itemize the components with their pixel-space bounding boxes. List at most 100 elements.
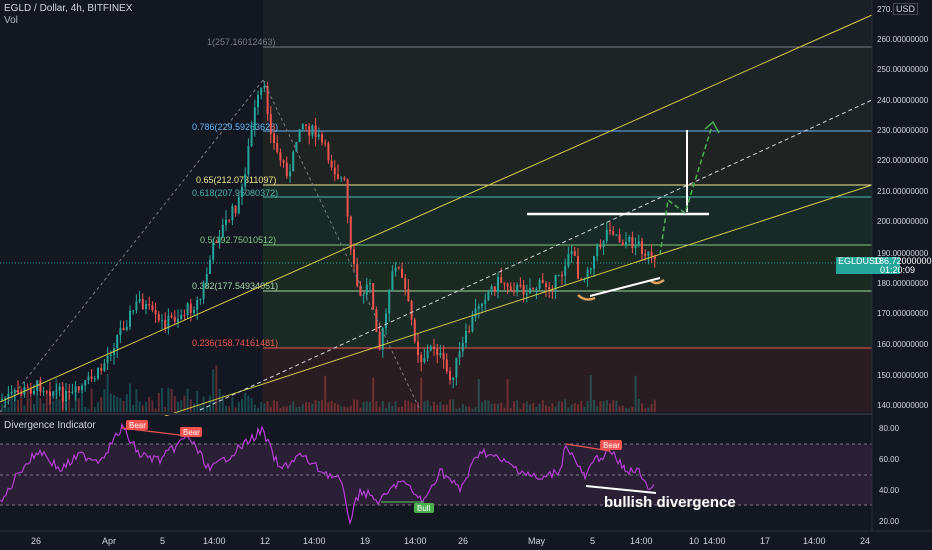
candle-body <box>564 266 567 276</box>
candle-body <box>122 327 125 330</box>
volume-bar <box>573 403 576 412</box>
volume-bar <box>378 406 381 412</box>
volume-bar <box>39 398 42 412</box>
candle-body <box>81 385 83 391</box>
volume-bar <box>522 403 525 412</box>
volume-bar <box>541 400 544 412</box>
low-curve-1 <box>577 294 596 301</box>
volume-bar <box>125 394 128 412</box>
candle-body <box>225 219 227 225</box>
volume-bar <box>202 396 205 412</box>
candle-body <box>484 300 487 304</box>
candle-body <box>77 386 80 391</box>
volume-bar <box>151 400 154 412</box>
candle-body <box>116 335 119 349</box>
time-label-12: 12 <box>260 536 270 546</box>
candle-body <box>125 326 128 330</box>
fib-label-0618: 0.618(207.95080372) <box>192 188 278 198</box>
volume-bar <box>266 401 269 412</box>
price-axis-label-200: 200.00000000 <box>877 217 929 226</box>
candle-body <box>529 288 531 294</box>
candle-body <box>129 310 131 327</box>
volume-bar <box>609 403 611 412</box>
volume-bar <box>593 399 595 412</box>
candle-body <box>141 299 144 310</box>
fib-label-0382: 0.382(177.54934051) <box>192 281 278 291</box>
volume-bar <box>317 401 320 412</box>
volume-bar <box>122 400 125 412</box>
volume-bar <box>647 407 650 412</box>
candle-body <box>266 85 269 114</box>
candle-body <box>404 277 407 289</box>
volume-bar <box>199 405 202 412</box>
time-label-19: 19 <box>360 536 370 546</box>
volume-bar <box>359 407 362 412</box>
volume-bar <box>164 407 167 412</box>
symbol-title[interactable]: EGLD / Dollar, 4h, BITFINEX <box>4 3 133 14</box>
volume-bar <box>205 406 208 412</box>
candle-body <box>442 353 445 360</box>
fib-swing-lines <box>0 79 421 413</box>
time-label-26b: 26 <box>458 536 468 546</box>
candle-body <box>292 151 295 172</box>
volume-bar <box>263 403 266 412</box>
candle-body <box>170 315 173 318</box>
volume-bar <box>372 377 375 412</box>
volume-bar <box>311 403 314 412</box>
volume-bar <box>388 402 391 412</box>
time-label-24: 24 <box>860 536 870 546</box>
candle-body <box>609 229 611 232</box>
currency-button[interactable]: USD <box>893 3 919 15</box>
fib-zone-6 <box>263 348 872 412</box>
price-axis-labels: 270.0 260.00000000 250.00000000 240.0000… <box>877 5 929 526</box>
candle-body <box>653 256 656 260</box>
candle-body <box>605 229 608 242</box>
candle-body <box>650 251 653 257</box>
candle-body <box>157 314 160 321</box>
candle-body <box>554 274 557 290</box>
volume-bar <box>362 401 365 412</box>
volume-bar <box>26 388 29 412</box>
volume-bar <box>231 397 234 412</box>
volume-bar <box>381 400 384 412</box>
volume-bar <box>621 405 624 412</box>
current-price-value: 186.72000000 <box>874 256 932 266</box>
volume-bar <box>580 400 583 412</box>
fib-label-05: 0.5(192.75010512) <box>200 235 276 245</box>
candle-body <box>647 251 650 256</box>
candle-body <box>452 377 455 380</box>
volume-bar <box>106 373 109 412</box>
volume-bar <box>554 406 557 412</box>
candle-body <box>509 286 512 291</box>
candle-body <box>407 288 410 301</box>
time-axis[interactable] <box>0 531 932 550</box>
time-label-5b: 5 <box>590 536 595 546</box>
volume-bar <box>548 406 551 412</box>
candle-body <box>500 277 503 283</box>
candle-body <box>42 391 45 393</box>
candle-body <box>388 290 391 314</box>
volume-bar <box>1 403 3 412</box>
volume-bar <box>141 405 144 412</box>
volume-bar <box>346 407 349 412</box>
candle-body <box>250 129 253 147</box>
indicator-title[interactable]: Divergence Indicator <box>4 420 96 431</box>
divergence-tags: Bear Bear Bear Bull <box>126 420 622 513</box>
fib-lines <box>263 46 872 349</box>
volume-bar <box>637 399 640 412</box>
candle-body <box>490 286 493 292</box>
candle-body <box>474 308 477 317</box>
candle-body <box>135 301 138 311</box>
candle-body <box>234 205 237 214</box>
candle-body <box>602 241 605 248</box>
candle-body <box>477 306 480 309</box>
volume-bar <box>212 369 215 412</box>
candle-body <box>641 241 643 254</box>
volume-bar <box>596 406 599 412</box>
candle-body <box>353 249 355 265</box>
candle-body <box>417 341 419 355</box>
time-label-apr: Apr <box>102 536 116 546</box>
candle-body <box>365 284 368 295</box>
candle-body <box>503 282 506 284</box>
